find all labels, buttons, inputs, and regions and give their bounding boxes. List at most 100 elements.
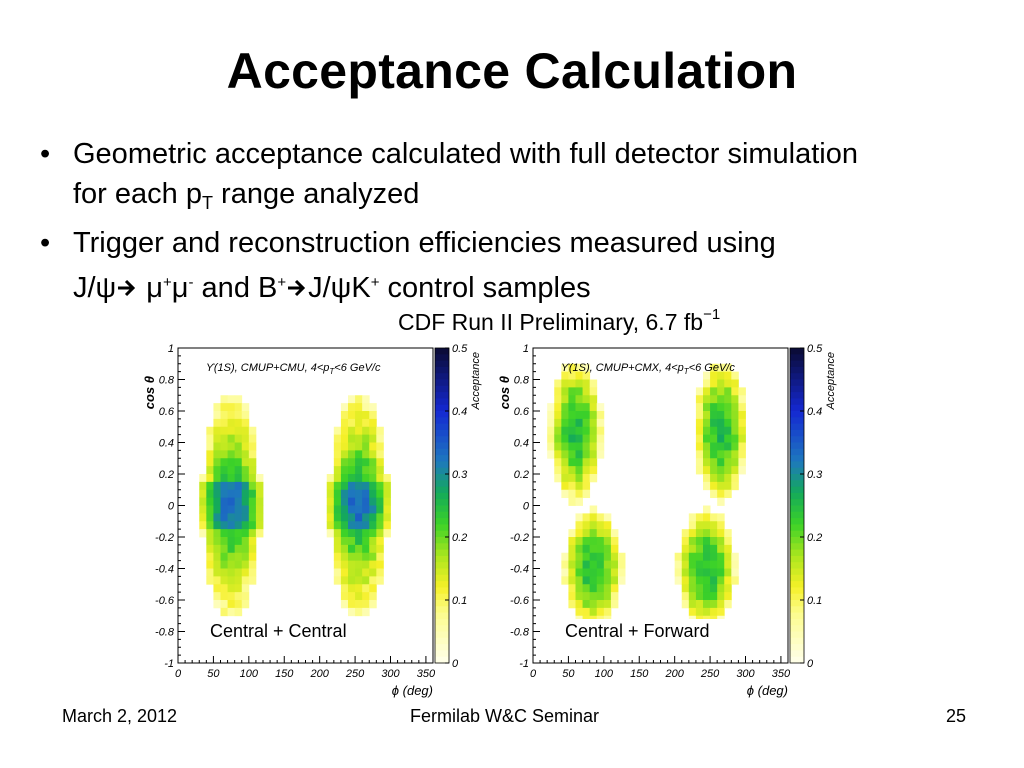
color-scale-band [790, 555, 804, 563]
heatmap-cell [248, 481, 257, 491]
heatmap-cell [248, 552, 257, 562]
heatmap-cell [355, 568, 363, 577]
heatmap-cell [383, 521, 391, 530]
x-tick-label: 150 [275, 668, 294, 680]
color-scale-band [790, 379, 804, 387]
color-scale-band [435, 392, 449, 399]
heatmap-cell [589, 411, 598, 420]
heatmap-cell [369, 418, 377, 428]
heatmap-cell [213, 505, 221, 514]
heatmap-cell [710, 450, 718, 459]
heatmap-cell [241, 466, 250, 475]
heatmap-cell [568, 497, 576, 506]
heatmap-cell [369, 434, 377, 443]
heatmap-cell [383, 489, 391, 499]
heatmap-cell [589, 529, 598, 538]
heatmap-cell [731, 458, 739, 467]
heatmap-cell [362, 568, 370, 577]
heatmap-cell [575, 592, 583, 601]
heatmap-cell [213, 552, 221, 562]
heatmap-cell [220, 537, 228, 546]
heatmap-cell [575, 607, 583, 617]
heatmap-cell [561, 552, 569, 562]
heatmap-cell [596, 403, 605, 412]
acceptance-map-central-central: 10.80.60.40.20-0.2-0.4-0.6-0.8-10 50 100 15… [142, 343, 482, 698]
heatmap-cell [596, 576, 605, 585]
heatmap-cell [603, 552, 612, 562]
heatmap-cell [589, 395, 598, 404]
heatmap-cell [348, 458, 356, 467]
heatmap-cell [589, 387, 598, 396]
heatmap-cell [348, 505, 356, 514]
heatmap-cell [568, 544, 576, 554]
heatmap-cell [206, 529, 214, 538]
heatmap-cell [703, 552, 711, 562]
heatmap-cell [582, 379, 591, 388]
heatmap-cell [561, 466, 569, 475]
heatmap-cell [724, 466, 732, 475]
heatmap-cell [376, 450, 384, 459]
heatmap-cell [724, 418, 732, 428]
heatmap-cell [340, 529, 349, 538]
heatmap-cell [681, 584, 690, 593]
heatmap-cell [724, 474, 732, 483]
heatmap-cell [369, 466, 377, 475]
color-scale-band [435, 429, 449, 437]
heatmap-cell [220, 607, 228, 617]
heatmap-cell [695, 600, 704, 609]
heatmap-cell [234, 426, 243, 436]
heatmap-cell [340, 442, 349, 451]
heatmap-cell [376, 505, 384, 514]
heatmap-cell [568, 481, 576, 491]
heatmap-cell [724, 529, 732, 538]
heatmap-cell [561, 411, 569, 420]
heatmap-cell [362, 521, 370, 530]
heatmap-cell [710, 442, 718, 451]
heatmap-cell [333, 466, 342, 475]
heatmap-cell [596, 434, 605, 443]
heatmap-cell [355, 584, 363, 593]
heatmap-cell [206, 426, 214, 436]
heatmap-cell [362, 529, 370, 538]
heatmap-cell [206, 481, 214, 491]
heatmap-cell [717, 607, 725, 617]
heatmap-cell [717, 513, 725, 522]
heatmap-cell [355, 474, 363, 483]
heatmap-cell [589, 418, 598, 428]
color-scale-band [790, 429, 804, 437]
heatmap-cell [213, 474, 221, 483]
heatmap-cell [234, 474, 243, 483]
heatmap-cell [362, 418, 370, 428]
preliminary-label: CDF Run II Preliminary, 6.7 fb−1 [398, 306, 720, 336]
heatmap-cell [681, 576, 690, 585]
heatmap-cell [724, 458, 732, 467]
heatmap-cell [717, 426, 725, 436]
heatmap-cell [596, 600, 605, 609]
heatmap-cell [199, 529, 207, 538]
heatmap-cell [738, 450, 746, 459]
heatmap-cell [710, 568, 718, 577]
heatmap-cell [596, 568, 605, 577]
heatmap-cell [710, 403, 718, 412]
color-scale-band [435, 587, 449, 595]
heatmap-cell [241, 529, 250, 538]
heatmap-cell [582, 434, 591, 443]
heatmap-cell [234, 489, 243, 499]
heatmap-cell [376, 521, 384, 530]
heatmap-cell [695, 426, 704, 436]
heatmap-cell [348, 474, 356, 483]
color-scale-band [790, 637, 804, 645]
heatmap-cell [582, 544, 591, 554]
heatmap-cell [234, 418, 243, 428]
heatmap-cell [234, 537, 243, 546]
color-scale-band [790, 354, 804, 362]
heatmap-cell [340, 560, 349, 569]
heatmap-cell [248, 450, 257, 459]
heatmap-cell [248, 505, 257, 514]
heatmap-cell [227, 537, 236, 546]
heatmap-cell [340, 568, 349, 577]
color-scale-band [790, 574, 804, 582]
heatmap-cell [227, 403, 236, 412]
color-scale-band [435, 505, 449, 513]
heatmap-cell [561, 481, 569, 491]
